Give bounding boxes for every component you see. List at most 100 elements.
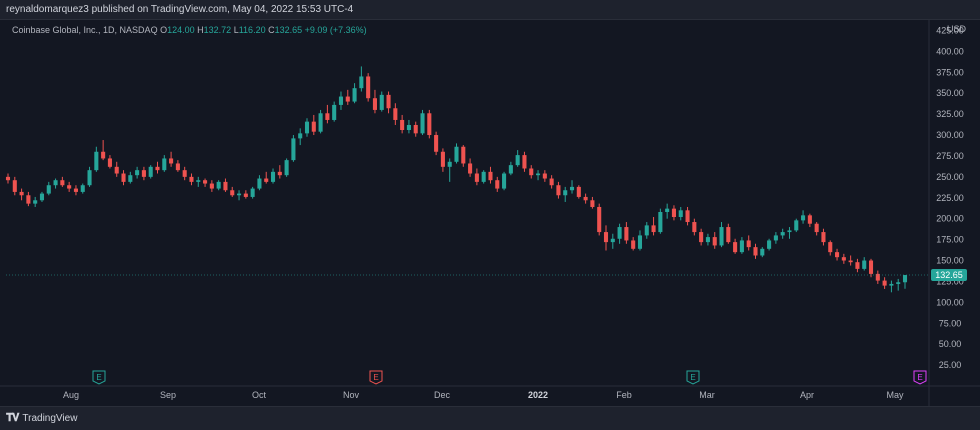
candle-body (406, 124, 411, 131)
y-tick-label: 350.00 (936, 88, 964, 98)
y-tick-label: 250.00 (936, 172, 964, 182)
candle-body (733, 242, 738, 253)
last-price-tag (931, 269, 967, 282)
candle-body (162, 158, 167, 171)
candle-body (277, 171, 282, 176)
candle-body (665, 208, 670, 212)
earnings-marker-icon[interactable] (92, 370, 106, 385)
candle-body (19, 191, 24, 196)
candle-body (107, 158, 112, 167)
earnings-marker-icon[interactable] (686, 370, 700, 385)
y-tick-label: 325.00 (936, 109, 964, 119)
candle-body (257, 178, 262, 189)
currency-label[interactable]: USD (946, 24, 966, 34)
earnings-marker-label: E (917, 373, 922, 382)
publish-info: reynaldomarquez3 published on TradingVie… (6, 4, 354, 15)
candle-body (841, 257, 846, 261)
candle-body (80, 185, 85, 192)
candle-body (87, 170, 92, 186)
candle-body (597, 206, 602, 233)
candle-body (474, 173, 479, 182)
candle-body (522, 155, 527, 169)
candle-body (835, 252, 840, 258)
earnings-marker-icon[interactable] (369, 370, 383, 385)
candle-body (875, 273, 880, 281)
candle-body (767, 240, 772, 249)
header-bar: reynaldomarquez3 published on TradingVie… (0, 0, 980, 20)
candle-body (821, 232, 826, 243)
candle-body (182, 170, 187, 177)
candle-body (400, 119, 405, 131)
candle-body (828, 242, 833, 253)
candle-body (5, 176, 11, 181)
earnings-marker-label: E (690, 373, 695, 382)
candle-body (699, 232, 704, 243)
candle-body (379, 94, 384, 110)
candle-body (671, 208, 676, 218)
candle-body (413, 124, 418, 134)
open-value: 124.00 (167, 25, 195, 35)
y-tick-label: 100.00 (936, 297, 964, 307)
candle-body (481, 171, 486, 182)
candle-body (753, 247, 758, 256)
open-label: O (160, 25, 168, 35)
candle-body (386, 94, 391, 109)
x-tick-label: May (886, 390, 904, 400)
candle-body (454, 146, 459, 162)
candle-body (203, 180, 208, 184)
candle-body (128, 175, 133, 182)
candle-body (216, 181, 221, 189)
candle-body (692, 222, 697, 233)
candle-body (427, 113, 432, 136)
candle-body (807, 215, 812, 224)
y-tick-label: 300.00 (936, 130, 964, 140)
candle-body (719, 227, 724, 246)
y-tick-label: 175.00 (936, 235, 964, 245)
earnings-marker-icon[interactable] (913, 370, 927, 385)
candle-body (26, 195, 31, 204)
candle-body (882, 280, 887, 286)
candle-body (855, 262, 860, 269)
y-tick-label: 50.00 (939, 339, 962, 349)
candle-body (563, 190, 568, 196)
candle-body (569, 186, 575, 191)
candle-body (155, 166, 160, 171)
candle-body (705, 237, 710, 243)
candle-body (780, 232, 785, 236)
x-tick-label: Dec (434, 390, 451, 400)
y-tick-label: 225.00 (936, 193, 964, 203)
candle-body (848, 260, 853, 263)
candle-body (250, 188, 255, 197)
x-tick-label: Sep (160, 390, 176, 400)
symbol-legend: Coinbase Global, Inc., 1D, NASDAQ O124.0… (12, 25, 367, 35)
candle-body (617, 227, 622, 239)
footer-bar: 𝐓𝐕 TradingView (0, 406, 980, 430)
candle-body (311, 121, 316, 132)
tradingview-logo[interactable]: 𝐓𝐕 TradingView (6, 412, 77, 425)
candle-body (461, 146, 466, 164)
candle-body (502, 173, 507, 189)
candle-body (624, 227, 629, 241)
candle-body (610, 238, 615, 243)
candle-body (141, 170, 146, 177)
last-price-label: 132.65 (935, 270, 963, 280)
candle-body (39, 193, 45, 201)
candle-body (631, 240, 636, 249)
y-tick-label: 275.00 (936, 151, 964, 161)
low-label: L (233, 25, 239, 35)
close-label: C (268, 25, 275, 35)
candle-body (787, 230, 792, 233)
candle-body (434, 135, 439, 152)
candle-body (902, 275, 908, 283)
candle-body (94, 151, 99, 171)
x-tick-label: Feb (616, 390, 632, 400)
candle-body (760, 248, 765, 256)
candle-body (345, 96, 350, 102)
candle-body (576, 186, 581, 197)
candle-body (488, 171, 493, 181)
symbol-name[interactable]: Coinbase Global, Inc., 1D, NASDAQ (12, 25, 158, 35)
candle-body (773, 235, 778, 241)
candle-body (46, 185, 51, 194)
candlestick-chart[interactable]: 25.00 50.00 75.00 100.00 125.00 150.00 175.00 2… (0, 20, 980, 406)
candle-body (318, 113, 323, 132)
